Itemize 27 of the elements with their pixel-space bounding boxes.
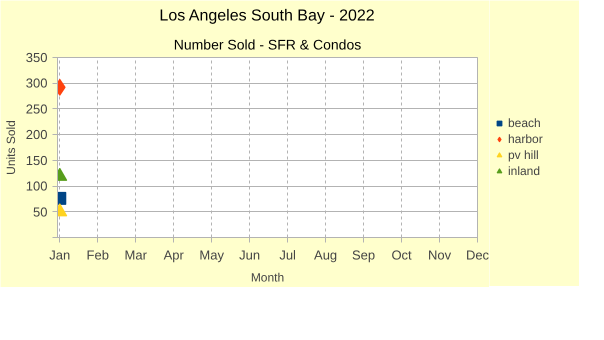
x-tick-label: Oct	[391, 248, 412, 262]
x-tick-label: Sep	[352, 248, 376, 262]
x-tick-label: Jun	[239, 248, 260, 262]
legend-label: beach	[508, 116, 542, 130]
y-axis-title: Units Sold	[4, 120, 18, 175]
x-tick-label: Aug	[314, 248, 338, 262]
x-axis-title: Month	[250, 270, 284, 284]
chart-subtitle: Number Sold - SFR & Condos	[174, 36, 362, 52]
y-tick-label: 150	[26, 152, 48, 168]
y-tick-label: 350	[26, 50, 48, 65]
x-tick-label: Apr	[164, 248, 184, 262]
y-tick-label: 50	[33, 204, 48, 220]
x-tick-label: Dec	[466, 248, 490, 262]
legend-label: inland	[508, 164, 542, 178]
legend-label: harbor	[508, 132, 544, 146]
legend-label: pv hill	[508, 148, 540, 162]
x-tick-label: Jul	[279, 248, 296, 262]
y-tick-label: 250	[26, 101, 48, 116]
x-tick-label: Jan	[49, 248, 70, 262]
y-tick-label: 200	[26, 127, 48, 142]
x-tick-label: Feb	[86, 248, 109, 262]
x-tick-label: May	[199, 248, 224, 262]
x-tick-label: Mar	[124, 248, 148, 262]
chart-title: Los Angeles South Bay - 2022	[159, 8, 375, 24]
y-tick-label: 100	[26, 178, 48, 194]
y-tick-label: 300	[26, 76, 48, 91]
x-tick-label: Nov	[428, 248, 452, 262]
